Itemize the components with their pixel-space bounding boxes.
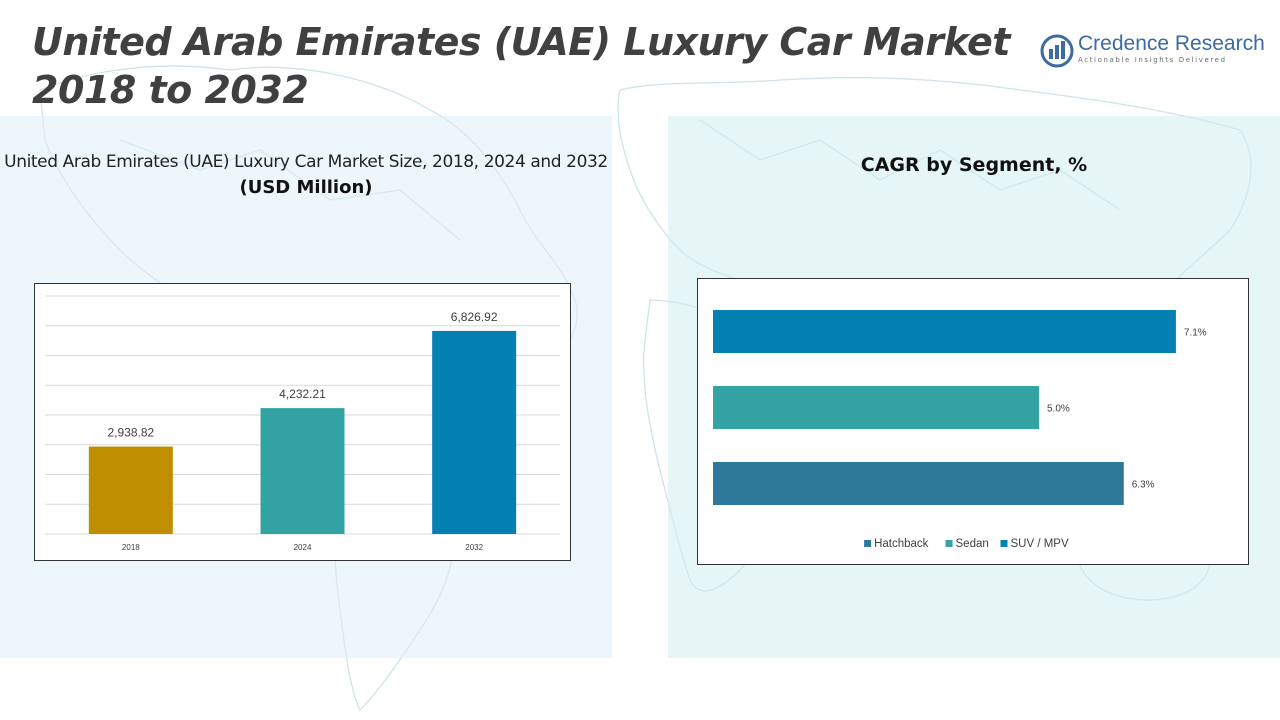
cagr-bar-suv-mpv — [713, 310, 1176, 353]
bar-value-label-2024: 4,232.21 — [279, 387, 326, 401]
bar-2032 — [432, 330, 517, 534]
x-tick-label-2032: 2032 — [465, 543, 483, 552]
cagr-value-label-hatchback: 6.3% — [1132, 480, 1155, 491]
bar-value-label-2018: 2,938.82 — [107, 426, 154, 440]
bar-2018 — [88, 446, 173, 534]
logo-mark-icon — [1040, 34, 1074, 68]
cagr-bar-sedan — [713, 386, 1039, 429]
page-title: United Arab Emirates (UAE) Luxury Car Ma… — [32, 20, 1010, 112]
legend-swatch-sedan — [945, 540, 953, 547]
logo-name: Credence Research — [1078, 32, 1265, 55]
market-size-unit: (USD Million) — [239, 177, 373, 198]
legend-label-suv-mpv: SUV / MPV — [1011, 538, 1069, 550]
logo-tagline: Actionable Insights Delivered — [1078, 56, 1227, 64]
legend-swatch-suv-mpv — [1000, 540, 1008, 547]
x-tick-label-2024: 2024 — [294, 543, 312, 552]
cagr-value-label-suv-mpv: 7.1% — [1184, 328, 1207, 339]
credence-research-logo: Credence Research Actionable Insights De… — [1040, 30, 1265, 74]
legend-swatch-hatchback — [864, 540, 872, 547]
cagr-bar-chart: 7.1% 5.0% 6.3% Hatchback Sedan SUV / MPV — [713, 310, 1207, 550]
market-size-bar-chart: 2,938.82 2018 4,232.21 2024 6,826.92 2032 — [45, 295, 560, 552]
x-tick-label-2018: 2018 — [122, 543, 140, 552]
cagr-chart: 7.1% 5.0% 6.3% Hatchback Sedan SUV / MPV — [697, 278, 1249, 565]
market-size-subtitle: United Arab Emirates (UAE) Luxury Car Ma… — [4, 152, 608, 172]
legend-label-hatchback: Hatchback — [874, 538, 929, 550]
bar-2024 — [260, 408, 345, 534]
cagr-title: CAGR by Segment, % — [860, 154, 1088, 176]
market-size-chart: 2,938.82 2018 4,232.21 2024 6,826.92 2032 — [34, 283, 571, 561]
legend-label-sedan: Sedan — [956, 538, 989, 550]
cagr-bar-hatchback — [713, 462, 1124, 505]
cagr-value-label-sedan: 5.0% — [1047, 404, 1070, 415]
bar-value-label-2032: 6,826.92 — [451, 310, 498, 324]
